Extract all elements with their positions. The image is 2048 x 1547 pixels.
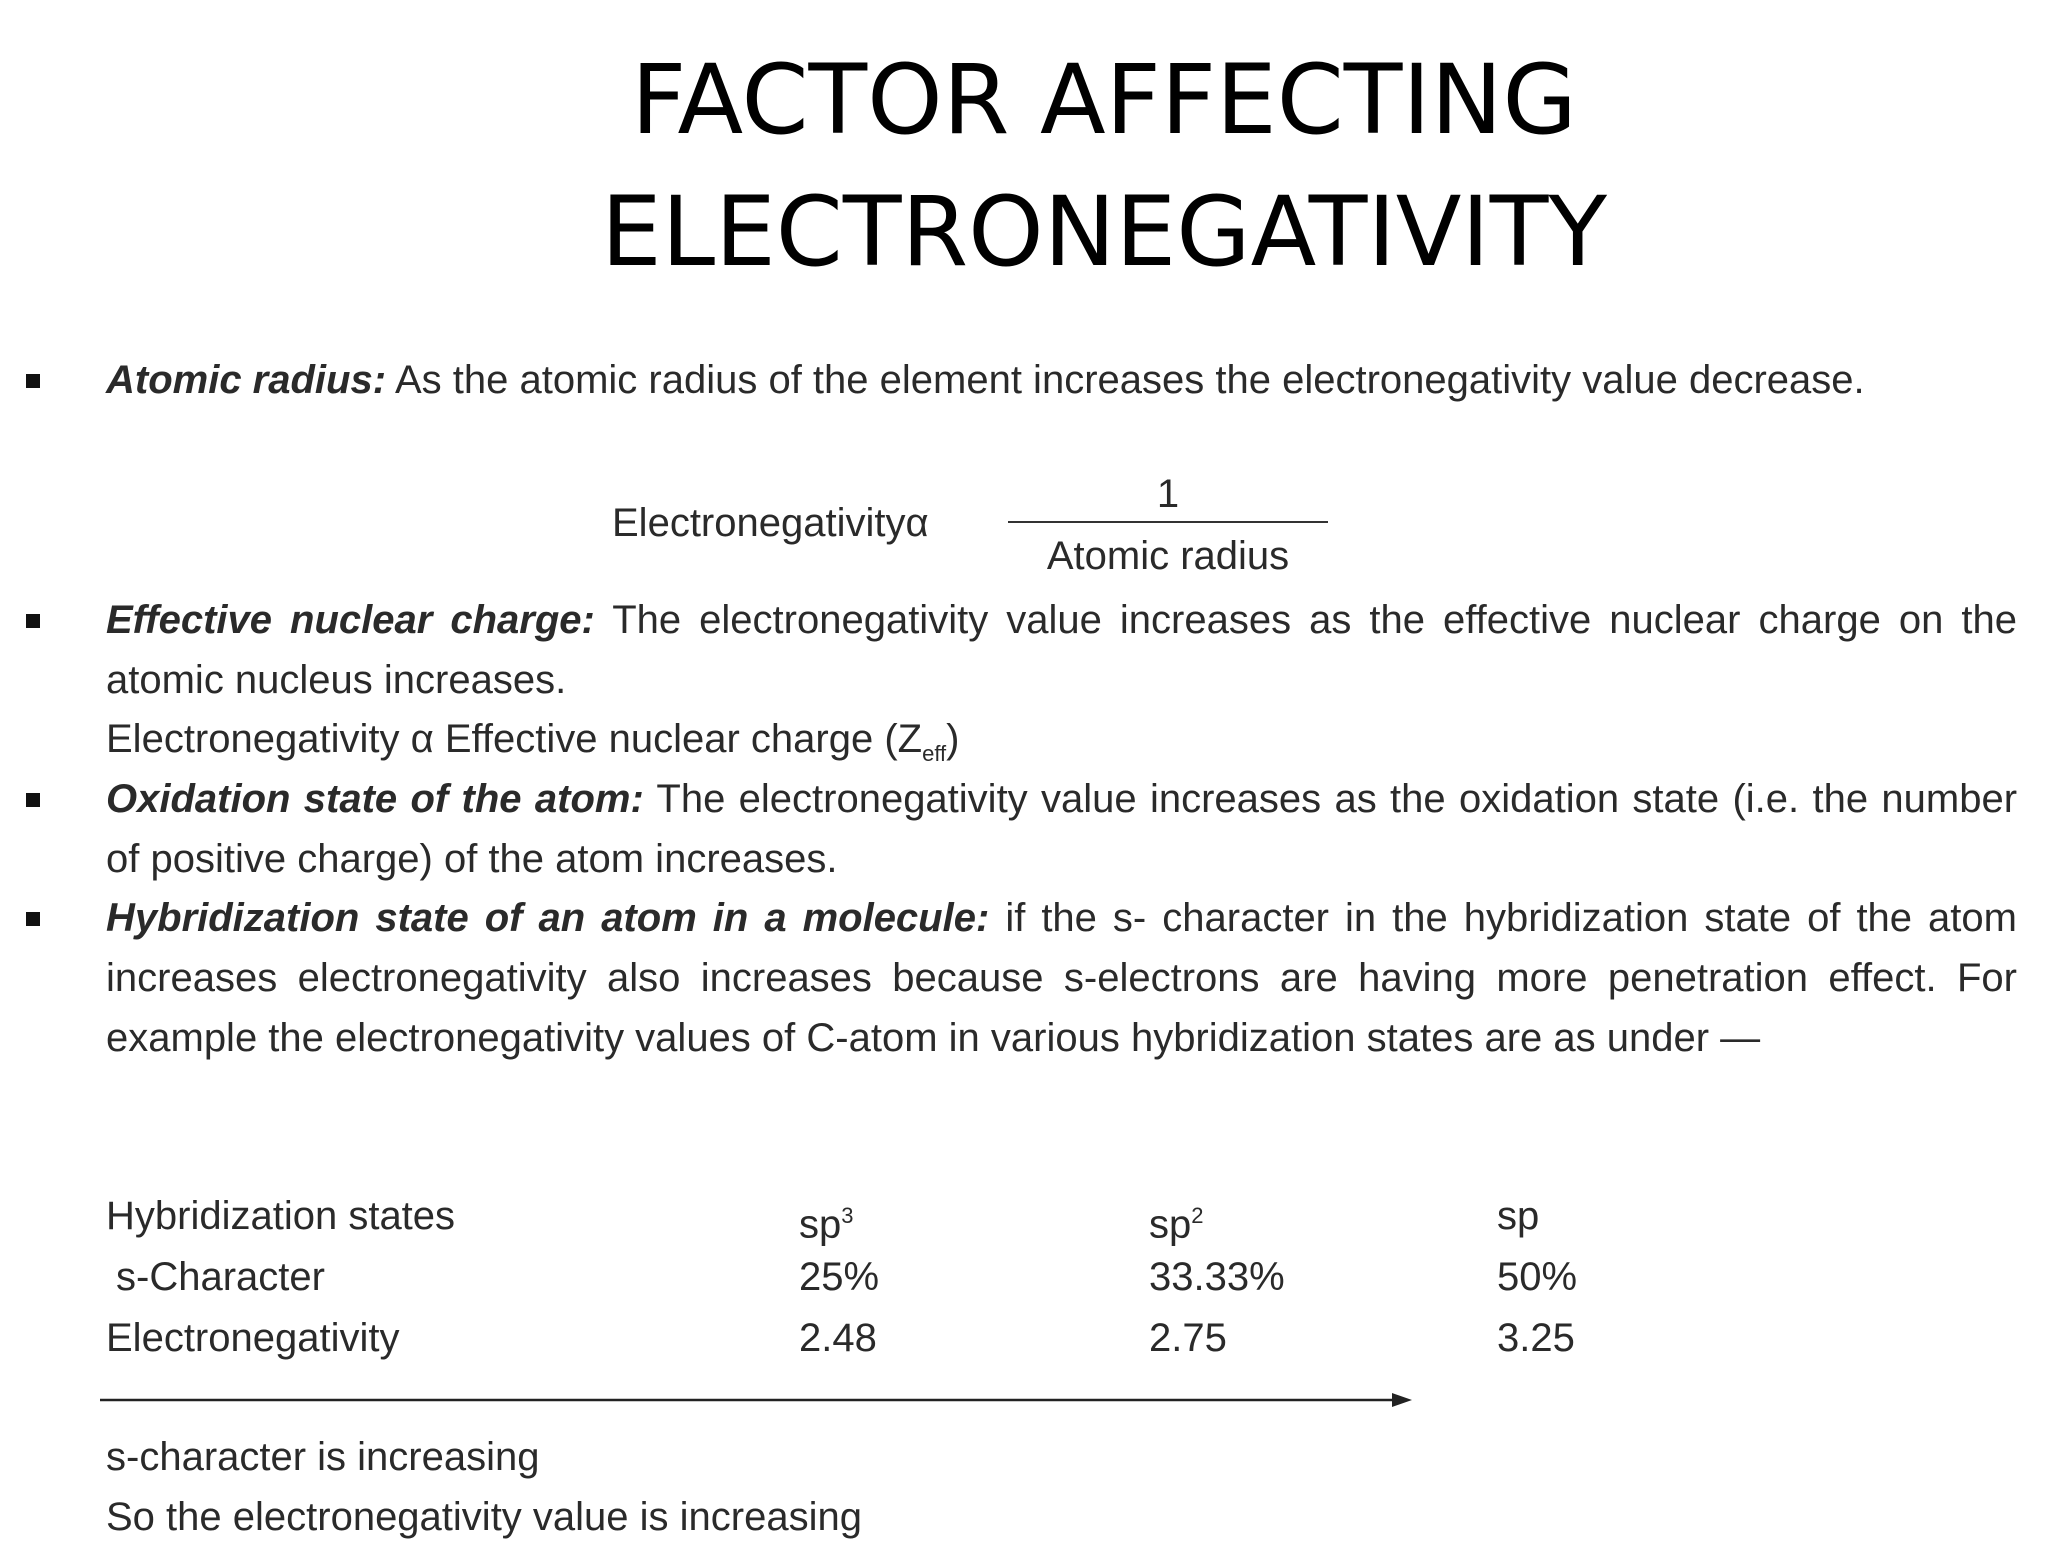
- table-header-cell: Hybridization states: [106, 1186, 455, 1246]
- footer-line: s-character is increasing: [106, 1435, 540, 1479]
- point-text: As the atomic radius of the element incr…: [394, 358, 1865, 402]
- header-sup: 3: [841, 1203, 854, 1228]
- table-cell: 2.48: [799, 1316, 877, 1360]
- point: Atomic radius: As the atomic radius of t…: [106, 350, 2017, 410]
- bullet: [26, 793, 40, 807]
- formula-numerator: 1: [1156, 472, 1180, 516]
- footer-line: So the electronegativity value is increa…: [106, 1495, 862, 1539]
- header-text: Hybridization states: [106, 1194, 456, 1238]
- title-line: FACTOR AFFECTING: [631, 44, 1577, 156]
- point: Hybridization state of an atom in a mole…: [106, 888, 2017, 1068]
- table-cell: 25%: [799, 1255, 880, 1299]
- point: Oxidation state of the atom: The electro…: [106, 769, 2017, 889]
- table-header-cell: sp2: [1149, 1186, 1204, 1254]
- bullet: [26, 912, 40, 926]
- table-cell: 2.75: [1149, 1316, 1227, 1360]
- point-text: if the s- character in the hybridization…: [106, 896, 2017, 1060]
- formula2-sub: eff: [922, 741, 947, 766]
- point-term: Oxidation state of the atom:: [106, 777, 644, 821]
- header-text: sp: [1497, 1194, 1540, 1238]
- header-text: sp: [799, 1202, 842, 1247]
- bullet: [26, 614, 40, 628]
- bullet: [26, 374, 40, 388]
- arrow: [100, 1393, 1412, 1407]
- table-cell: s-Character: [116, 1255, 325, 1299]
- fraction-bar: [1008, 521, 1328, 523]
- formula-left: Electronegativityα: [612, 501, 929, 545]
- formula2: Electronegativity α Effective nuclear ch…: [106, 709, 959, 784]
- table-cell: 50%: [1497, 1255, 1578, 1299]
- formula-denominator: Atomic radius: [1046, 534, 1290, 578]
- table-header-cell: sp: [1497, 1186, 1539, 1246]
- formula2-text: Electronegativity α Effective nuclear ch…: [106, 717, 923, 761]
- table-cell: 33.33%: [1149, 1255, 1285, 1299]
- point-term: Atomic radius:: [106, 358, 387, 402]
- point-text: The electronegativity value increases as…: [106, 777, 2018, 881]
- table-cell: Electronegativity: [106, 1316, 400, 1360]
- title-line: ELECTRONEGATIVITY: [600, 176, 1608, 288]
- header-text: sp: [1149, 1202, 1192, 1247]
- point-text: The electronegativity value increases as…: [106, 598, 2017, 702]
- header-sup: 2: [1191, 1203, 1204, 1228]
- formula2-close: ): [946, 717, 960, 761]
- point: Effective nuclear charge: The electroneg…: [106, 590, 2017, 710]
- point-term: Hybridization state of an atom in a mole…: [106, 896, 990, 940]
- table-cell: 3.25: [1497, 1316, 1575, 1360]
- table-header-cell: sp3: [799, 1186, 854, 1254]
- point-term: Effective nuclear charge:: [106, 598, 595, 642]
